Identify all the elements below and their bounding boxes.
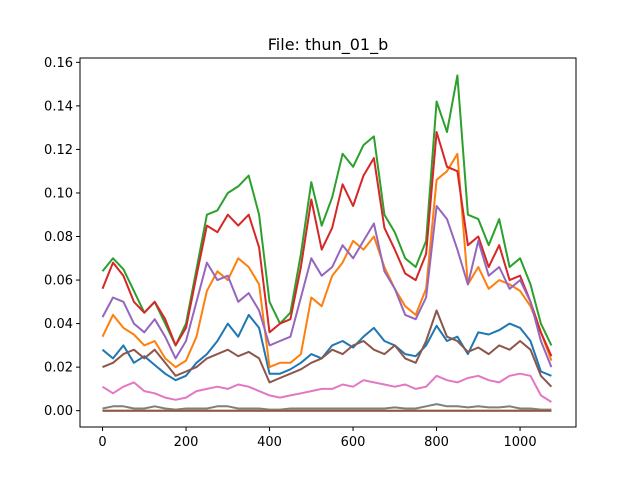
x-tick-label: 1000 (504, 435, 537, 450)
series-line-7 (101, 372, 552, 403)
series-line-2 (101, 152, 553, 369)
y-tick-label: 0.04 (44, 317, 73, 332)
chart-title: File: thun_01_b (268, 35, 388, 55)
x-tick-label: 400 (257, 435, 282, 450)
x-tick-label: 200 (174, 435, 199, 450)
series-line-8 (102, 403, 552, 411)
y-tick-label: 0.16 (44, 56, 73, 71)
plot-lines (101, 74, 553, 412)
x-tick-label: 800 (424, 435, 449, 450)
series-line-4 (101, 131, 553, 357)
series-line-6 (102, 309, 553, 388)
plot-frame (79, 57, 577, 428)
y-tick-label: 0.08 (44, 230, 73, 245)
series-line-1 (101, 313, 552, 382)
x-tick-label: 600 (341, 435, 366, 450)
x-tick-label: 0 (98, 435, 106, 450)
y-tick-label: 0.10 (44, 186, 73, 201)
series-line-5 (101, 205, 553, 368)
y-tick-label: 0.14 (44, 99, 73, 114)
y-tick-label: 0.00 (44, 404, 73, 419)
x-axis: 0 200 400 600 800 1000 (98, 427, 537, 450)
y-axis: 0.00 0.02 0.04 0.06 0.08 0.10 0.12 0.14 0.16 (44, 56, 80, 419)
y-tick-label: 0.02 (44, 361, 73, 376)
y-tick-label: 0.06 (44, 274, 73, 289)
y-tick-label: 0.12 (44, 143, 73, 158)
